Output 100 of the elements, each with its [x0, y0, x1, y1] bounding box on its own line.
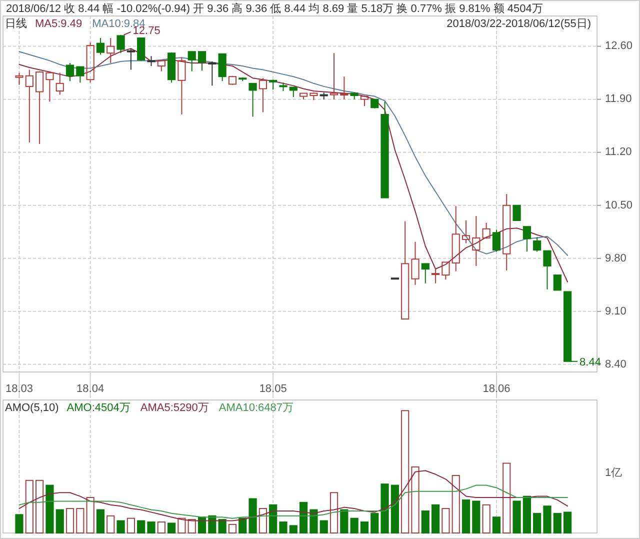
- x-tick-label: 18.06: [482, 383, 510, 395]
- candlestick: [522, 226, 531, 252]
- bar: [126, 518, 135, 534]
- bar: [15, 514, 24, 534]
- y-tick-label: 9.10: [605, 305, 626, 318]
- candlestick: [452, 206, 460, 272]
- y-tick-label: 10.50: [605, 199, 633, 212]
- bar: [512, 500, 521, 534]
- candlestick: [15, 72, 24, 86]
- bar: [228, 524, 237, 534]
- bar: [300, 502, 308, 534]
- candlestick: [208, 60, 216, 86]
- candlestick: [472, 215, 480, 266]
- candlestick: [462, 220, 470, 244]
- bar: [452, 474, 460, 534]
- bar: [56, 509, 64, 534]
- bar: [502, 462, 511, 534]
- bar: [432, 504, 440, 534]
- candlestick: [421, 263, 430, 284]
- bar: [157, 521, 166, 534]
- annotation: 2018/03/22-2018/06/12(55日): [446, 18, 591, 30]
- bar: [482, 504, 490, 534]
- bar: [258, 508, 267, 534]
- x-tick-label: 18.05: [259, 383, 287, 395]
- bar: [350, 518, 358, 534]
- candlestick: [25, 69, 34, 143]
- text: AMA5:5290万: [140, 402, 209, 414]
- candlestick: [248, 82, 257, 118]
- candlestick: [188, 51, 196, 72]
- bar: [86, 497, 94, 534]
- candlestick: [56, 72, 64, 96]
- candlestick: [289, 86, 298, 98]
- candlestick: [258, 78, 267, 113]
- text: MA5:9.49: [35, 18, 82, 30]
- bar: [533, 512, 542, 534]
- candlestick: [432, 268, 440, 284]
- bar: [106, 515, 115, 534]
- bar: [522, 496, 531, 534]
- bar: [421, 510, 430, 534]
- candlestick: [401, 220, 410, 320]
- y-tick-label: 9.80: [605, 252, 626, 264]
- candlestick: [269, 79, 278, 90]
- bar: [462, 499, 470, 534]
- x-tick-label: 18.04: [76, 383, 104, 395]
- bar: [96, 509, 105, 534]
- candlestick: [330, 52, 338, 100]
- candlestick: [126, 48, 135, 70]
- bar: [320, 520, 328, 534]
- bar: [543, 506, 552, 534]
- candlestick: [411, 241, 420, 286]
- candlestick: [147, 56, 156, 66]
- bar: [279, 521, 288, 534]
- candlestick: [340, 76, 348, 100]
- bar: [472, 500, 480, 534]
- y-tick-label: 12.60: [605, 40, 633, 52]
- bar: [442, 508, 450, 534]
- bar: [238, 518, 247, 534]
- candlestick: [36, 70, 44, 145]
- text: AMO:4504万: [66, 402, 130, 414]
- bar: [492, 516, 501, 534]
- candlestick: [198, 51, 206, 72]
- bar: [564, 512, 572, 534]
- candlestick: [502, 194, 511, 271]
- bar: [370, 512, 379, 534]
- bar: [36, 480, 44, 534]
- x-tick-label: 18.03: [5, 383, 34, 395]
- candlestick: [106, 37, 115, 64]
- legend-title: AMO(5,10): [5, 402, 59, 414]
- bar: [330, 492, 338, 534]
- y-tick-label: 8.40: [605, 358, 626, 370]
- bar: [269, 504, 278, 534]
- candlestick: [178, 57, 186, 115]
- annotation: 12.75: [132, 24, 160, 37]
- text: 1亿: [605, 467, 622, 480]
- bar: [411, 466, 420, 534]
- bar: [66, 508, 74, 534]
- bar: [248, 498, 257, 534]
- bar: [289, 525, 298, 534]
- bar: [76, 508, 84, 534]
- candlestick: [46, 70, 54, 102]
- y-tick-label: 11.90: [605, 93, 632, 106]
- bar: [188, 519, 196, 534]
- bar: [360, 521, 369, 534]
- bar: [178, 518, 186, 534]
- bar: [390, 484, 399, 534]
- bar: [147, 521, 156, 534]
- bar: [46, 484, 54, 534]
- bar: [168, 522, 176, 534]
- bar: [116, 520, 125, 534]
- bar: [401, 410, 410, 534]
- bar: [380, 484, 389, 534]
- bar: [553, 512, 562, 534]
- bar: [137, 520, 146, 534]
- bar: [218, 519, 226, 534]
- bar: [340, 509, 348, 534]
- legend-title: 日线: [5, 17, 27, 30]
- text: 8.44: [580, 356, 601, 368]
- candlestick: [543, 250, 552, 290]
- y-tick-label: 11.20: [605, 146, 632, 158]
- bar: [310, 509, 318, 534]
